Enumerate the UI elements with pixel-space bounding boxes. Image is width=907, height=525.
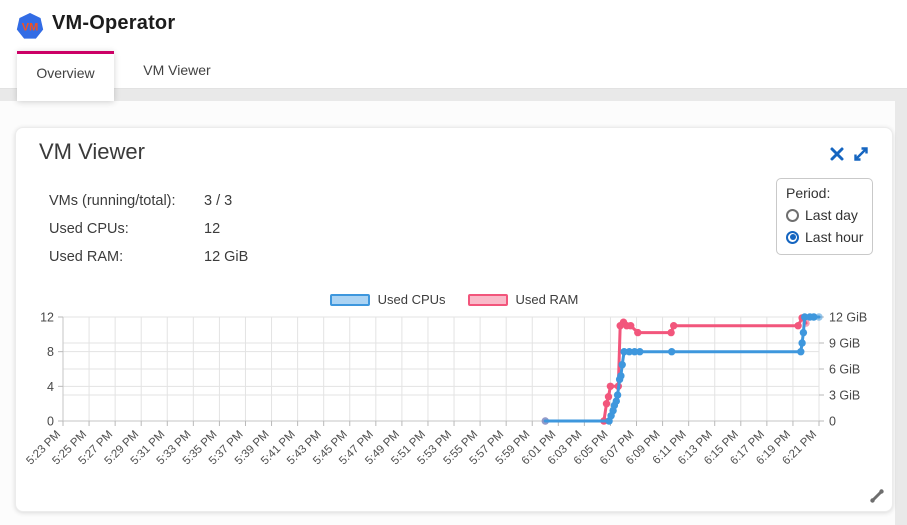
left-axis-label: 8	[47, 345, 54, 359]
tab-bar: Overview VM Viewer	[0, 51, 907, 101]
period-label: Period:	[786, 185, 831, 201]
data-point	[801, 313, 809, 321]
data-point	[810, 313, 818, 321]
data-point	[797, 348, 805, 356]
legend-label-used-ram: Used RAM	[515, 292, 579, 307]
legend-swatch-used-cpus	[329, 293, 370, 306]
close-icon[interactable]	[828, 145, 846, 163]
radio-last-hour-circle[interactable]	[786, 230, 799, 244]
legend-label-used-cpus: Used CPUs	[377, 292, 446, 307]
data-point	[612, 397, 620, 405]
stat-value-cpus: 12	[204, 221, 221, 237]
data-point	[670, 322, 678, 330]
tab-overview-label: Overview	[36, 65, 95, 81]
data-point	[625, 348, 633, 356]
tab-overview[interactable]: Overview	[17, 51, 114, 101]
right-axis-label: 6 GiB	[829, 363, 860, 377]
usage-chart: 0 4 8 12 0 3 GiB 6 GiB 9 GiB 12 GiB 5:23 PM 5:25 P…	[20, 306, 892, 506]
legend-item-used-cpus[interactable]: Used CPUs	[329, 292, 446, 307]
right-axis-label: 9 GiB	[829, 337, 860, 351]
app-logo-text: VM	[22, 22, 39, 34]
data-point	[630, 348, 639, 356]
data-point	[604, 393, 613, 401]
data-point	[634, 328, 642, 337]
resize-grip-icon[interactable]	[868, 487, 886, 505]
data-point	[794, 322, 802, 330]
radio-last-day-label: Last day	[805, 207, 858, 223]
data-point	[618, 361, 626, 369]
data-point	[602, 400, 611, 408]
tab-vm-viewer[interactable]: VM Viewer	[114, 51, 240, 88]
chart-legend: Used CPUs Used RAM	[16, 292, 892, 307]
stat-label-cpus: Used CPUs:	[49, 221, 129, 237]
app-title: VM-Operator	[52, 12, 176, 34]
data-point	[667, 328, 675, 337]
data-point	[799, 328, 808, 337]
card-title: VM Viewer	[39, 139, 145, 164]
data-point	[606, 382, 615, 390]
chart-grid	[62, 316, 820, 422]
left-axis-label: 12	[40, 311, 54, 325]
stat-row-cpus: Used CPUs: 12	[49, 215, 248, 243]
stat-value-ram: 12 GiB	[204, 249, 249, 265]
data-point	[815, 313, 823, 321]
radio-last-day[interactable]: Last day	[786, 207, 863, 223]
app-logo-icon: VM	[16, 12, 44, 40]
radio-last-hour-label: Last hour	[805, 229, 864, 245]
legend-item-used-ram[interactable]: Used RAM	[467, 292, 579, 307]
series-used-ram	[541, 314, 810, 425]
left-axis-label: 4	[47, 380, 54, 394]
right-axis-label: 0	[829, 415, 836, 429]
stat-row-ram: Used RAM: 12 GiB	[49, 243, 248, 271]
stat-label-vms: VMs (running/total):	[49, 193, 176, 209]
legend-swatch-used-ram	[467, 293, 508, 306]
data-point	[636, 348, 644, 356]
vm-viewer-card: VM Viewer VMs (running/total): 3 / 3 Use…	[15, 127, 893, 512]
radio-last-hour[interactable]: Last hour	[786, 229, 863, 245]
vm-stats: VMs (running/total): 3 / 3 Used CPUs: 12…	[49, 187, 248, 271]
data-point	[620, 348, 628, 356]
stat-value-vms: 3 / 3	[204, 193, 233, 209]
data-point	[627, 322, 635, 330]
data-point	[541, 417, 549, 425]
data-point	[668, 348, 676, 356]
right-axis-label: 3 GiB	[829, 389, 860, 403]
app-header: VM VM-Operator	[0, 0, 907, 51]
right-axis-label: 12 GiB	[829, 311, 867, 325]
data-point	[798, 339, 806, 347]
data-point	[613, 391, 622, 399]
tab-vm-viewer-label: VM Viewer	[143, 61, 211, 78]
radio-last-day-circle[interactable]	[786, 208, 799, 222]
stat-row-vms: VMs (running/total): 3 / 3	[49, 187, 248, 215]
data-point	[617, 372, 625, 380]
period-selector: Period: Last day Last hour	[776, 178, 873, 255]
series-used-cpus	[541, 313, 823, 425]
expand-icon[interactable]	[852, 145, 870, 163]
left-axis-label: 0	[47, 415, 54, 429]
stat-label-ram: Used RAM:	[49, 249, 124, 265]
